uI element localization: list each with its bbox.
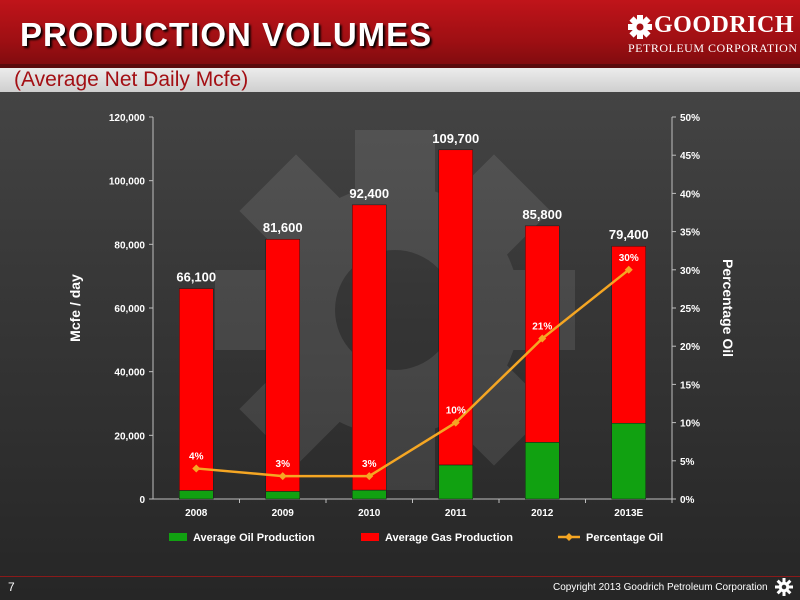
x-tick-label: 2008 [185,508,208,519]
y-axis-title: Mcfe / day [67,274,83,342]
y-tick-label: 0 [139,495,145,506]
y-tick-label: 60,000 [114,304,145,315]
total-label: 92,400 [349,186,389,201]
legend-line-marker [565,533,573,541]
x-tick-label: 2009 [272,508,295,519]
y2-axis-title: Percentage Oil [720,259,736,357]
y-tick-label: 20,000 [114,431,145,442]
logo-tagline: PETROLEUM CORPORATION [628,41,798,55]
gas-bar [525,225,560,443]
logo-wordmark: GOODRICH [654,12,795,38]
page-title: PRODUCTION VOLUMES [20,16,433,53]
gas-bar [265,238,300,492]
percentage-oil-label: 10% [446,406,466,417]
percentage-oil-point [278,472,287,481]
y-tick-label: 80,000 [114,240,145,251]
footer-divider [0,576,800,577]
legend-percentage-label: Percentage Oil [586,532,663,544]
total-label: 66,100 [176,270,216,285]
gear-logo-icon [628,15,652,39]
percentage-oil-point [365,472,374,481]
oil-bar [352,489,387,500]
percentage-oil-label: 30% [619,253,639,264]
oil-bar [179,490,214,500]
copyright-text: Copyright 2013 Goodrich Petroleum Corpor… [553,582,768,593]
y2-tick-label: 20% [680,342,700,353]
gas-bar [352,204,387,491]
legend-oil-swatch [169,533,187,541]
oil-bar [525,442,560,500]
oil-bar [265,491,300,500]
y2-tick-label: 15% [680,380,700,391]
oil-bar [438,464,473,500]
oil-bar [611,422,646,500]
y2-tick-label: 35% [680,228,700,239]
percentage-oil-point [451,418,460,427]
percentage-oil-line [196,268,630,478]
subtitle-band [0,68,800,92]
percentage-oil-point [538,334,547,343]
percentage-oil-label: 3% [362,459,377,470]
total-label: 109,700 [432,131,479,146]
production-chart: 0 20,000 40,000 60,000 80,000 100,000 120,000 0… [67,113,736,544]
legend-oil-label: Average Oil Production [193,532,315,544]
x-tick-label: 2013E [614,508,643,519]
total-label: 81,600 [263,220,303,235]
y2-tick-label: 5% [680,457,695,468]
x-tick-label: 2010 [358,508,381,519]
company-logo: GOODRICH PETROLEUM CORPORATION [628,12,797,58]
y2-tick-label: 40% [680,189,700,200]
percentage-oil-point [624,265,633,274]
y-tick-label: 100,000 [109,177,146,188]
percentage-oil-label: 21% [532,322,552,333]
header-band [0,0,800,68]
percentage-oil-label: 3% [276,459,291,470]
legend-gas-label: Average Gas Production [385,532,513,544]
page-number: 7 [8,580,15,594]
y2-tick-label: 50% [680,113,700,124]
gas-bar [611,245,646,424]
page-subtitle: (Average Net Daily Mcfe) [14,68,249,91]
y2-tick-label: 30% [680,266,700,277]
percentage-oil-point [192,464,201,473]
y-tick-label: 120,000 [109,113,146,124]
x-tick-label: 2012 [531,508,554,519]
gas-bar [179,288,214,491]
y2-tick-label: 25% [680,304,700,315]
total-label: 79,400 [609,227,649,242]
y2-tick-label: 45% [680,151,700,162]
y2-tick-label: 0% [680,495,695,506]
gear-footer-icon [775,578,793,596]
legend-gas-swatch [361,533,379,541]
gas-bar [438,149,473,466]
total-label: 85,800 [522,207,562,222]
y-tick-label: 40,000 [114,368,145,379]
y2-tick-label: 10% [680,419,700,430]
percentage-oil-label: 4% [189,451,204,462]
header-stripe [0,64,800,68]
x-tick-label: 2011 [445,508,467,519]
